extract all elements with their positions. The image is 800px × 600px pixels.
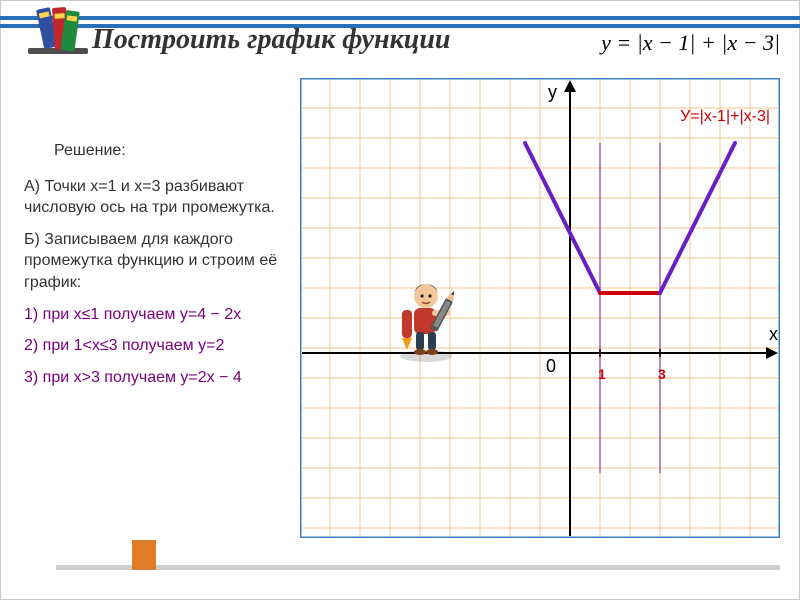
books-icon	[28, 4, 88, 58]
solution-panel: Решение: А) Точки х=1 и х=3 разбивают чи…	[24, 140, 284, 398]
origin-label: 0	[546, 356, 556, 377]
function-label: У=|x-1|+|x-3|	[680, 108, 770, 126]
tick-3: 3	[658, 366, 666, 382]
chart-area: y x 0 1 3 У=|x-1|+|x-3|	[300, 78, 780, 538]
slide-title: Построить график функции	[92, 24, 450, 56]
footer-rule	[56, 565, 780, 570]
y-axis-label: y	[548, 82, 557, 103]
piece-1: 1) при x≤1 получаем y=4 − 2x	[24, 304, 284, 326]
footer-accent	[132, 540, 156, 570]
step-a: А) Точки х=1 и х=3 разбивают числовую ос…	[24, 176, 284, 219]
piece-3: 3) при x>3 получаем y=2x − 4	[24, 367, 284, 389]
bar-line	[0, 16, 800, 20]
x-axis-label: x	[769, 324, 778, 345]
cartoon-icon	[390, 274, 470, 364]
tick-1: 1	[598, 366, 606, 382]
solution-header: Решение:	[54, 140, 284, 162]
chart-svg	[300, 78, 780, 538]
equation-text: y = |x − 1| + |x − 3|	[601, 30, 780, 56]
piece-2: 2) при 1<x≤3 получаем y=2	[24, 335, 284, 357]
step-b: Б) Записываем для каждого промежутка фун…	[24, 229, 284, 294]
